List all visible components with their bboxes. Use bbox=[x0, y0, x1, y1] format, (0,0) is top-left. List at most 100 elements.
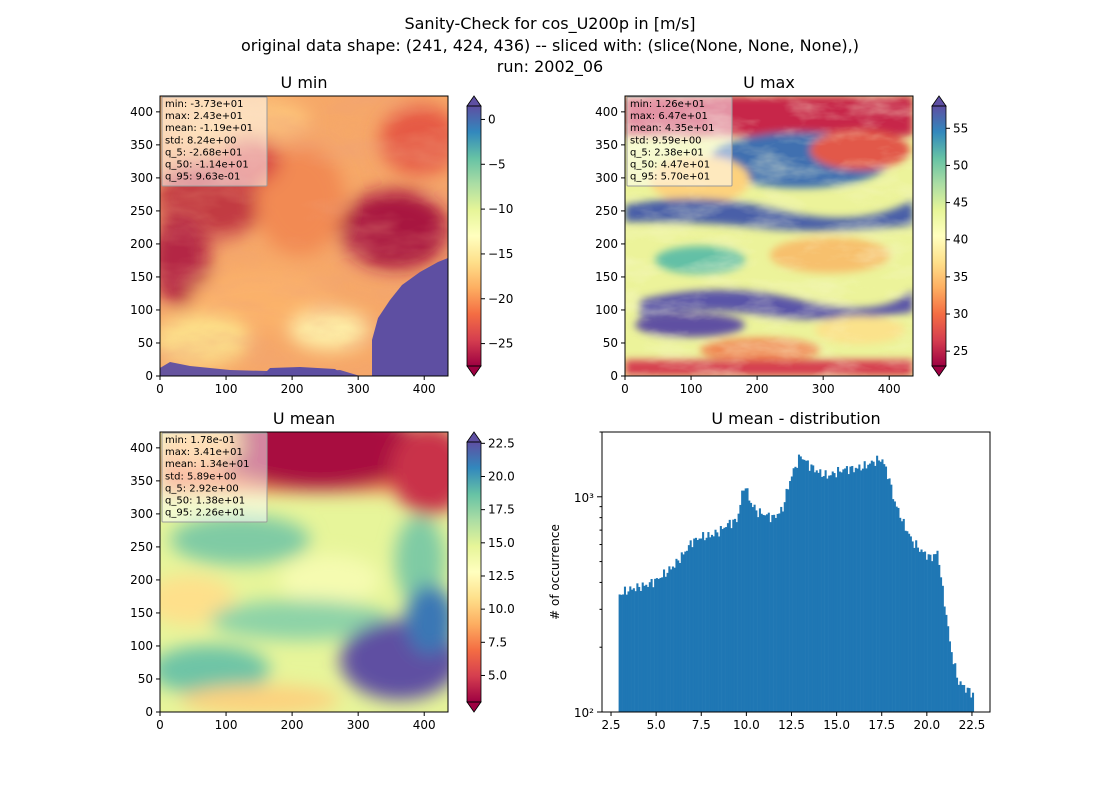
histogram-bar bbox=[767, 512, 770, 712]
histogram-bar bbox=[771, 515, 774, 712]
histogram-bar bbox=[970, 697, 973, 712]
y-tick-label: 50 bbox=[138, 336, 153, 350]
histogram-bar bbox=[945, 614, 948, 712]
stats-line: q_5: 2.38e+01 bbox=[630, 147, 704, 158]
histogram-bar bbox=[847, 474, 850, 712]
colorbar-extend-min bbox=[466, 365, 482, 377]
histogram-bar bbox=[627, 591, 630, 712]
y-tick-label: 250 bbox=[130, 204, 153, 218]
y-tick-label: 250 bbox=[130, 540, 153, 554]
colorbar-tick-label: 50 bbox=[953, 158, 968, 172]
x-tick-label: 0 bbox=[621, 382, 629, 396]
histogram-bar bbox=[659, 577, 662, 712]
histogram-bar bbox=[776, 513, 779, 712]
histogram-bar bbox=[876, 455, 879, 712]
x-tick-label: 100 bbox=[215, 718, 238, 732]
histogram-bar bbox=[655, 578, 658, 712]
heatmap-u-mean-title: U mean bbox=[273, 409, 335, 428]
histogram-bar bbox=[890, 484, 893, 712]
histogram-bar bbox=[849, 466, 852, 712]
histogram-bar bbox=[874, 465, 877, 712]
histogram-bar bbox=[815, 470, 818, 712]
y-tick-label: 300 bbox=[130, 507, 153, 521]
histogram-bar bbox=[734, 518, 737, 712]
colorbar-tick-label: 25 bbox=[953, 344, 968, 358]
histogram-bar bbox=[829, 475, 832, 712]
histogram-bar bbox=[888, 478, 891, 712]
stats-line: max: 2.43e+01 bbox=[165, 111, 243, 122]
y-tick-label: 10² bbox=[574, 706, 594, 720]
histogram-bar bbox=[806, 460, 809, 712]
histogram-bar bbox=[813, 472, 817, 712]
histogram-bar bbox=[618, 594, 621, 712]
histogram-bar bbox=[948, 641, 951, 712]
histogram-bar bbox=[877, 460, 880, 712]
histogram-bar bbox=[693, 538, 696, 712]
histogram-bar bbox=[631, 589, 634, 712]
histogram-bar bbox=[790, 476, 793, 712]
colorbar-tick-label: −25 bbox=[488, 337, 513, 351]
histogram-bar bbox=[753, 504, 756, 712]
histogram-bar bbox=[703, 540, 706, 712]
histogram-bar bbox=[654, 578, 657, 712]
histogram-bar bbox=[748, 500, 751, 712]
stats-box-background bbox=[161, 96, 268, 187]
x-tick-label: 15.0 bbox=[823, 718, 850, 732]
histogram-bar bbox=[741, 490, 744, 712]
heatmap-u-mean: U mean bbox=[160, 409, 448, 712]
histogram-bar bbox=[636, 583, 639, 712]
histogram-bar bbox=[884, 466, 888, 712]
histogram-bar bbox=[623, 586, 627, 712]
histogram-bar bbox=[638, 586, 641, 712]
histogram-bar bbox=[932, 554, 935, 712]
histogram-bar bbox=[966, 687, 969, 712]
histogram-bar bbox=[870, 460, 873, 712]
x-tick-label: 300 bbox=[347, 382, 370, 396]
histogram-bar bbox=[684, 551, 687, 712]
histogram-bar bbox=[931, 561, 934, 712]
histogram-bar bbox=[916, 547, 920, 712]
colorbar-tick-label: −15 bbox=[488, 247, 513, 261]
histogram-bar bbox=[712, 536, 715, 712]
histogram-bar bbox=[773, 514, 776, 712]
histogram-bar bbox=[778, 513, 781, 712]
stats-line: mean: -1.19e+01 bbox=[165, 123, 253, 134]
y-tick-label: 0 bbox=[610, 369, 618, 383]
heatmap-u-mean-field bbox=[160, 432, 448, 712]
histogram-bar bbox=[913, 547, 916, 712]
x-tick-label: 100 bbox=[680, 382, 703, 396]
histogram-bar bbox=[865, 468, 868, 712]
histogram-bar bbox=[893, 501, 896, 712]
histogram-bar bbox=[805, 460, 808, 712]
histogram-bar bbox=[934, 554, 937, 712]
x-tick-label: 300 bbox=[812, 382, 835, 396]
x-tick-label: 100 bbox=[215, 382, 238, 396]
histogram-bar bbox=[950, 652, 953, 712]
histogram-bar bbox=[860, 470, 863, 712]
x-tick-label: 2.5 bbox=[601, 718, 620, 732]
histogram-bar bbox=[723, 527, 726, 712]
histogram-bar bbox=[645, 584, 648, 712]
colorbar-extend-max bbox=[931, 95, 947, 107]
y-tick-label: 100 bbox=[595, 303, 618, 317]
histogram-bar bbox=[757, 517, 760, 712]
histogram-bar bbox=[694, 537, 698, 712]
histogram-bar bbox=[851, 465, 854, 712]
stats-line: min: 1.78e-01 bbox=[165, 435, 235, 446]
histogram-bar bbox=[664, 576, 667, 712]
colorbar-tick-label: 40 bbox=[953, 233, 968, 247]
colorbar-tick-label: 0 bbox=[488, 112, 496, 126]
histogram-bar bbox=[801, 459, 804, 712]
histogram-bar bbox=[906, 531, 909, 712]
y-tick-label: 350 bbox=[595, 138, 618, 152]
colorbar-gradient bbox=[467, 442, 481, 702]
histogram-bar bbox=[867, 464, 870, 712]
histogram-bar bbox=[908, 533, 911, 712]
histogram-bar bbox=[845, 466, 848, 712]
y-tick-label: 100 bbox=[130, 639, 153, 653]
colorbar-extend-max bbox=[466, 95, 482, 107]
histogram-bar bbox=[943, 606, 946, 712]
suptitle-line-3: run: 2002_06 bbox=[497, 57, 603, 77]
histogram-bar bbox=[927, 554, 930, 712]
histogram-bar bbox=[854, 467, 857, 712]
